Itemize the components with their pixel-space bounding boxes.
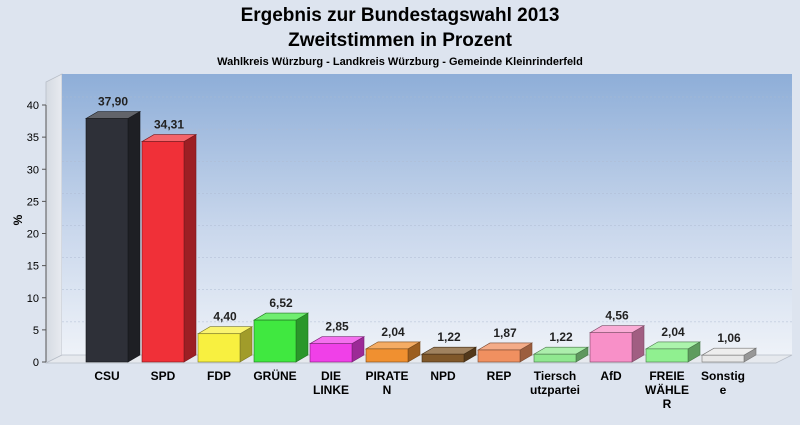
category-label: NPD	[430, 369, 456, 383]
bar	[196, 326, 254, 363]
category-label: WÄHLE	[645, 382, 689, 397]
bar	[476, 342, 534, 363]
category-label: e	[720, 383, 727, 397]
value-label: 34,31	[154, 118, 184, 132]
value-label: 6,52	[269, 296, 293, 310]
y-axis: 0 5 10 15 20 25 30 35 40	[27, 100, 47, 369]
value-label: 1,87	[493, 326, 517, 340]
category-label: FDP	[207, 369, 231, 383]
y-tick-label: 30	[27, 164, 39, 176]
value-label: 4,40	[213, 310, 237, 324]
category-label: REP	[487, 369, 512, 383]
y-tick-label: 35	[27, 132, 39, 144]
y-tick-label: 15	[27, 261, 39, 273]
category-label: R	[663, 397, 672, 411]
bar	[140, 134, 198, 363]
value-label: 1,22	[437, 330, 461, 344]
y-axis-label: %	[11, 214, 25, 225]
bars	[84, 110, 758, 363]
chart-title: Ergebnis zur Bundestagswahl 2013	[241, 5, 560, 26]
bar	[420, 346, 478, 363]
bar	[308, 336, 366, 363]
chart-subtitle: Zweitstimmen in Prozent	[288, 30, 512, 51]
bar	[84, 110, 142, 363]
category-label: DIE	[321, 369, 341, 383]
y-tick-label: 10	[27, 293, 39, 305]
category-label: Tiersch	[534, 369, 576, 383]
y-tick-label: 25	[27, 196, 39, 208]
bar	[644, 341, 702, 363]
category-label: LINKE	[313, 383, 349, 397]
bar	[588, 325, 646, 363]
bar	[252, 312, 310, 363]
value-label: 37,90	[98, 94, 128, 108]
category-label: CSU	[94, 369, 119, 383]
y-tick-label: 20	[27, 229, 39, 241]
y-tick-label: 5	[33, 325, 39, 337]
bar	[700, 347, 758, 363]
category-label: N	[383, 383, 392, 397]
chart-subsubtitle: Wahlkreis Würzburg - Landkreis Würzburg …	[217, 56, 583, 68]
value-label: 2,04	[661, 325, 685, 339]
value-label: 4,56	[605, 309, 629, 323]
y-tick-label: 0	[33, 357, 39, 369]
category-label: FREIE	[649, 369, 684, 383]
category-label: AfD	[600, 369, 622, 383]
bar	[532, 346, 590, 363]
plot-side-wall	[45, 73, 63, 364]
value-label: 2,04	[381, 325, 405, 339]
category-label: SPD	[151, 369, 176, 383]
value-label: 2,85	[325, 320, 349, 334]
value-labels: 37,90 34,31 4,40 6,52 2,85 2,04 1,22 1,87 1,22 4,…	[98, 94, 741, 345]
category-label: utzpartei	[530, 383, 580, 397]
y-tick-label: 40	[27, 100, 39, 112]
bar	[364, 341, 422, 363]
category-label: GRÜNE	[253, 368, 296, 383]
value-label: 1,06	[717, 331, 741, 345]
value-label: 1,22	[549, 330, 573, 344]
category-label: Sonstig	[701, 369, 745, 383]
category-label: PIRATE	[365, 369, 408, 383]
